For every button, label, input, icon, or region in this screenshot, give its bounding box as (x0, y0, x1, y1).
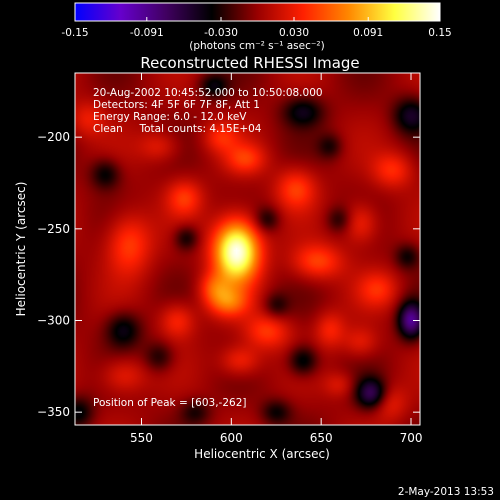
peak-cross (233, 247, 240, 254)
y-axis-ticks: −350 −300 −250 −200 (37, 130, 420, 419)
y-axis-label: Heliocentric Y (arcsec) (14, 182, 28, 317)
annotation-detectors: Detectors: 4F 5F 6F 7F 8F, Att 1 (93, 99, 260, 111)
colorbar-tick-label: -0.15 (61, 27, 88, 39)
colorbar-gradient (74, 2, 441, 22)
plot-area: 550 600 650 700 −350 −300 −250 −200 (37, 72, 422, 445)
x-axis-label: Heliocentric X (arcsec) (194, 447, 330, 461)
colorbar-units: (photons cm⁻² s⁻¹ asec⁻²) (189, 40, 324, 52)
chart-title: Reconstructed RHESSI Image (140, 54, 359, 72)
y-tick-label: −350 (37, 405, 70, 419)
colorbar-tick-label: -0.030 (204, 27, 238, 39)
colorbar-tick-label: 0.030 (279, 27, 309, 39)
peak-marker (233, 247, 240, 254)
colorbar-ticks: -0.15 -0.091 -0.030 0.030 0.091 0.15 (61, 17, 452, 39)
colorbar-tick-label: 0.15 (428, 27, 451, 39)
annotation-energy: Energy Range: 6.0 - 12.0 keV (93, 111, 247, 123)
colorbar: -0.15 -0.091 -0.030 0.030 0.091 0.15 (photons… (61, 2, 452, 52)
colorbar-tick-label: -0.091 (130, 27, 164, 39)
y-tick-label: −300 (37, 314, 70, 328)
x-axis-ticks: 550 600 650 700 (130, 73, 422, 445)
x-tick-label: 550 (130, 431, 153, 445)
colorbar-tick-label: 0.091 (353, 27, 383, 39)
peak-position-label: Position of Peak = [603,-262] (93, 397, 247, 409)
y-tick-label: −200 (37, 130, 70, 144)
x-tick-label: 600 (220, 431, 243, 445)
x-tick-label: 700 (400, 431, 423, 445)
generation-timestamp: 2-May-2013 13:53 (398, 486, 494, 498)
annotation-time: 20-Aug-2002 10:45:52.000 to 10:50:08.000 (93, 87, 323, 99)
plot-frame (74, 72, 421, 426)
observation-info: 20-Aug-2002 10:45:52.000 to 10:50:08.000… (93, 87, 323, 135)
x-tick-label: 650 (310, 431, 333, 445)
y-tick-label: −250 (37, 222, 70, 236)
annotation-counts: Clean Total counts: 4.15E+04 (93, 123, 262, 135)
